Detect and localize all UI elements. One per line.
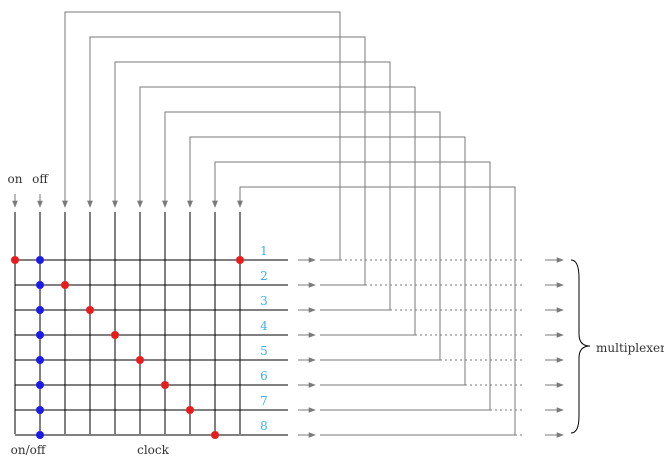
channel-label: 8 <box>260 419 268 433</box>
channel-label: 3 <box>260 294 268 308</box>
feedback-wire <box>162 111 441 360</box>
channel-label: 1 <box>260 244 268 258</box>
clock-crosspoint-dot <box>236 256 244 264</box>
clock-crosspoint-dot <box>61 281 69 289</box>
clock-crosspoint-dot <box>211 431 219 439</box>
clock-crosspoint-dot <box>136 356 144 364</box>
channel-label: 2 <box>260 269 268 283</box>
multiplexer-brace <box>570 259 591 434</box>
on-crosspoint-dot <box>11 256 19 264</box>
output-arrows <box>298 257 564 438</box>
clock-crosspoint-dot <box>186 406 194 414</box>
channel-label: 4 <box>260 319 268 333</box>
off-crosspoint-dot <box>36 306 44 314</box>
channel-label: 7 <box>260 394 268 408</box>
multiplexer-label: multiplexer <box>596 341 664 355</box>
off-label: off <box>32 172 49 186</box>
off-crosspoint-dot <box>36 331 44 339</box>
feedback-wire <box>112 61 391 310</box>
channel-label: 5 <box>260 344 268 358</box>
crossbar-grid: 1 2 3 4 5 6 7 8 <box>12 194 288 436</box>
off-crosspoint-dot <box>36 381 44 389</box>
off-crosspoint-dot <box>36 406 44 414</box>
feedback-wire <box>187 136 466 385</box>
feedback-wire <box>62 11 341 260</box>
feedback-wire <box>212 161 491 410</box>
crosspoint-dots <box>11 256 244 439</box>
on-label: on <box>8 172 23 186</box>
off-crosspoint-dot <box>36 281 44 289</box>
clock-crosspoint-dot <box>111 331 119 339</box>
off-crosspoint-dot <box>36 256 44 264</box>
channel-label: 6 <box>260 369 268 383</box>
off-crosspoint-dot <box>36 431 44 439</box>
feedback-wire <box>237 186 516 435</box>
clock-crosspoint-dot <box>161 381 169 389</box>
clock-crosspoint-dot <box>86 306 94 314</box>
clock-label: clock <box>137 443 170 457</box>
onoff-label: on/off <box>11 443 47 457</box>
off-crosspoint-dot <box>36 356 44 364</box>
feedback-wire <box>87 36 366 285</box>
feedback-wire <box>137 86 416 335</box>
feedback-wires <box>62 11 516 435</box>
